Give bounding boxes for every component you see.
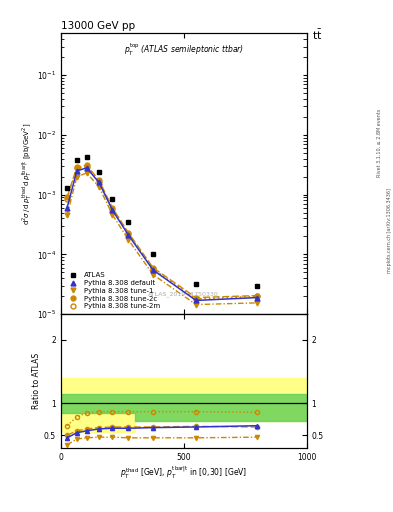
X-axis label: $p_T^{\mathrm{thad}}$ [GeV], $p_T^{\mathrm{tbar|t}}$ in [0,30] [GeV]: $p_T^{\mathrm{thad}}$ [GeV], $p_T^{\math…	[120, 464, 247, 481]
Text: t$\bar{\rm t}$: t$\bar{\rm t}$	[312, 28, 323, 42]
Pythia 8.308 tune-1	[255, 300, 260, 306]
Pythia 8.308 tune-2c	[97, 177, 101, 183]
Pythia 8.308 default	[84, 165, 89, 171]
Pythia 8.308 default	[110, 207, 115, 213]
Pythia 8.308 tune-1	[75, 174, 79, 180]
Pythia 8.308 default	[255, 294, 260, 301]
Pythia 8.308 tune-2c	[194, 294, 198, 301]
Pythia 8.308 tune-2m	[65, 196, 70, 202]
Pythia 8.308 tune-2m	[110, 207, 115, 213]
Line: ATLAS: ATLAS	[64, 155, 260, 288]
ATLAS	[151, 251, 155, 258]
ATLAS	[97, 169, 101, 176]
Pythia 8.308 tune-2c	[255, 292, 260, 298]
Text: mcplots.cern.ch [arXiv:1306.3436]: mcplots.cern.ch [arXiv:1306.3436]	[387, 188, 391, 273]
Pythia 8.308 tune-2c	[126, 230, 131, 236]
Y-axis label: $\mathrm{d}^2\sigma\,/\,\mathrm{d}\,p_T^{\mathrm{thad}}\,\mathrm{d}\,p_T^{\mathr: $\mathrm{d}^2\sigma\,/\,\mathrm{d}\,p_T^…	[21, 123, 35, 225]
ATLAS	[110, 196, 115, 202]
Text: $p_T^{\mathrm{top}}$ (ATLAS semileptonic ttbar): $p_T^{\mathrm{top}}$ (ATLAS semileptonic…	[124, 41, 244, 58]
Pythia 8.308 tune-2m	[151, 266, 155, 272]
Text: Rivet 3.1.10, ≥ 2.8M events: Rivet 3.1.10, ≥ 2.8M events	[377, 109, 382, 178]
Pythia 8.308 tune-2m	[97, 179, 101, 185]
Text: ATLAS_2019_I1750330: ATLAS_2019_I1750330	[148, 292, 219, 297]
ATLAS	[126, 219, 131, 225]
Pythia 8.308 default	[194, 297, 198, 304]
Line: Pythia 8.308 tune-2m: Pythia 8.308 tune-2m	[64, 164, 260, 302]
ATLAS	[194, 281, 198, 287]
Pythia 8.308 tune-2m	[75, 165, 79, 172]
Pythia 8.308 tune-1	[97, 184, 101, 190]
Pythia 8.308 default	[151, 267, 155, 273]
Pythia 8.308 tune-1	[110, 212, 115, 218]
Pythia 8.308 default	[126, 232, 131, 238]
Pythia 8.308 tune-2c	[151, 265, 155, 271]
Pythia 8.308 tune-2m	[126, 231, 131, 237]
Pythia 8.308 tune-2c	[75, 164, 79, 170]
Line: Pythia 8.308 default: Pythia 8.308 default	[64, 165, 260, 303]
Pythia 8.308 tune-1	[126, 237, 131, 243]
ATLAS	[255, 283, 260, 289]
Pythia 8.308 tune-2m	[84, 163, 89, 169]
Pythia 8.308 tune-2c	[65, 195, 70, 201]
ATLAS	[75, 157, 79, 163]
Pythia 8.308 tune-1	[84, 170, 89, 176]
Pythia 8.308 tune-2m	[194, 296, 198, 302]
Text: 13000 GeV pp: 13000 GeV pp	[61, 21, 135, 31]
ATLAS	[84, 154, 89, 160]
Pythia 8.308 tune-1	[194, 302, 198, 308]
Y-axis label: Ratio to ATLAS: Ratio to ATLAS	[32, 353, 41, 409]
Pythia 8.308 tune-1	[65, 212, 70, 219]
Line: Pythia 8.308 tune-1: Pythia 8.308 tune-1	[64, 170, 260, 307]
Line: Pythia 8.308 tune-2c: Pythia 8.308 tune-2c	[64, 163, 260, 300]
Pythia 8.308 tune-2m	[255, 293, 260, 300]
Pythia 8.308 default	[75, 168, 79, 174]
Pythia 8.308 default	[65, 205, 70, 211]
ATLAS	[65, 185, 70, 191]
Pythia 8.308 tune-2c	[110, 205, 115, 211]
Pythia 8.308 tune-2c	[84, 162, 89, 168]
Legend: ATLAS, Pythia 8.308 default, Pythia 8.308 tune-1, Pythia 8.308 tune-2c, Pythia 8: ATLAS, Pythia 8.308 default, Pythia 8.30…	[64, 271, 162, 311]
Pythia 8.308 tune-1	[151, 271, 155, 278]
Pythia 8.308 default	[97, 179, 101, 185]
